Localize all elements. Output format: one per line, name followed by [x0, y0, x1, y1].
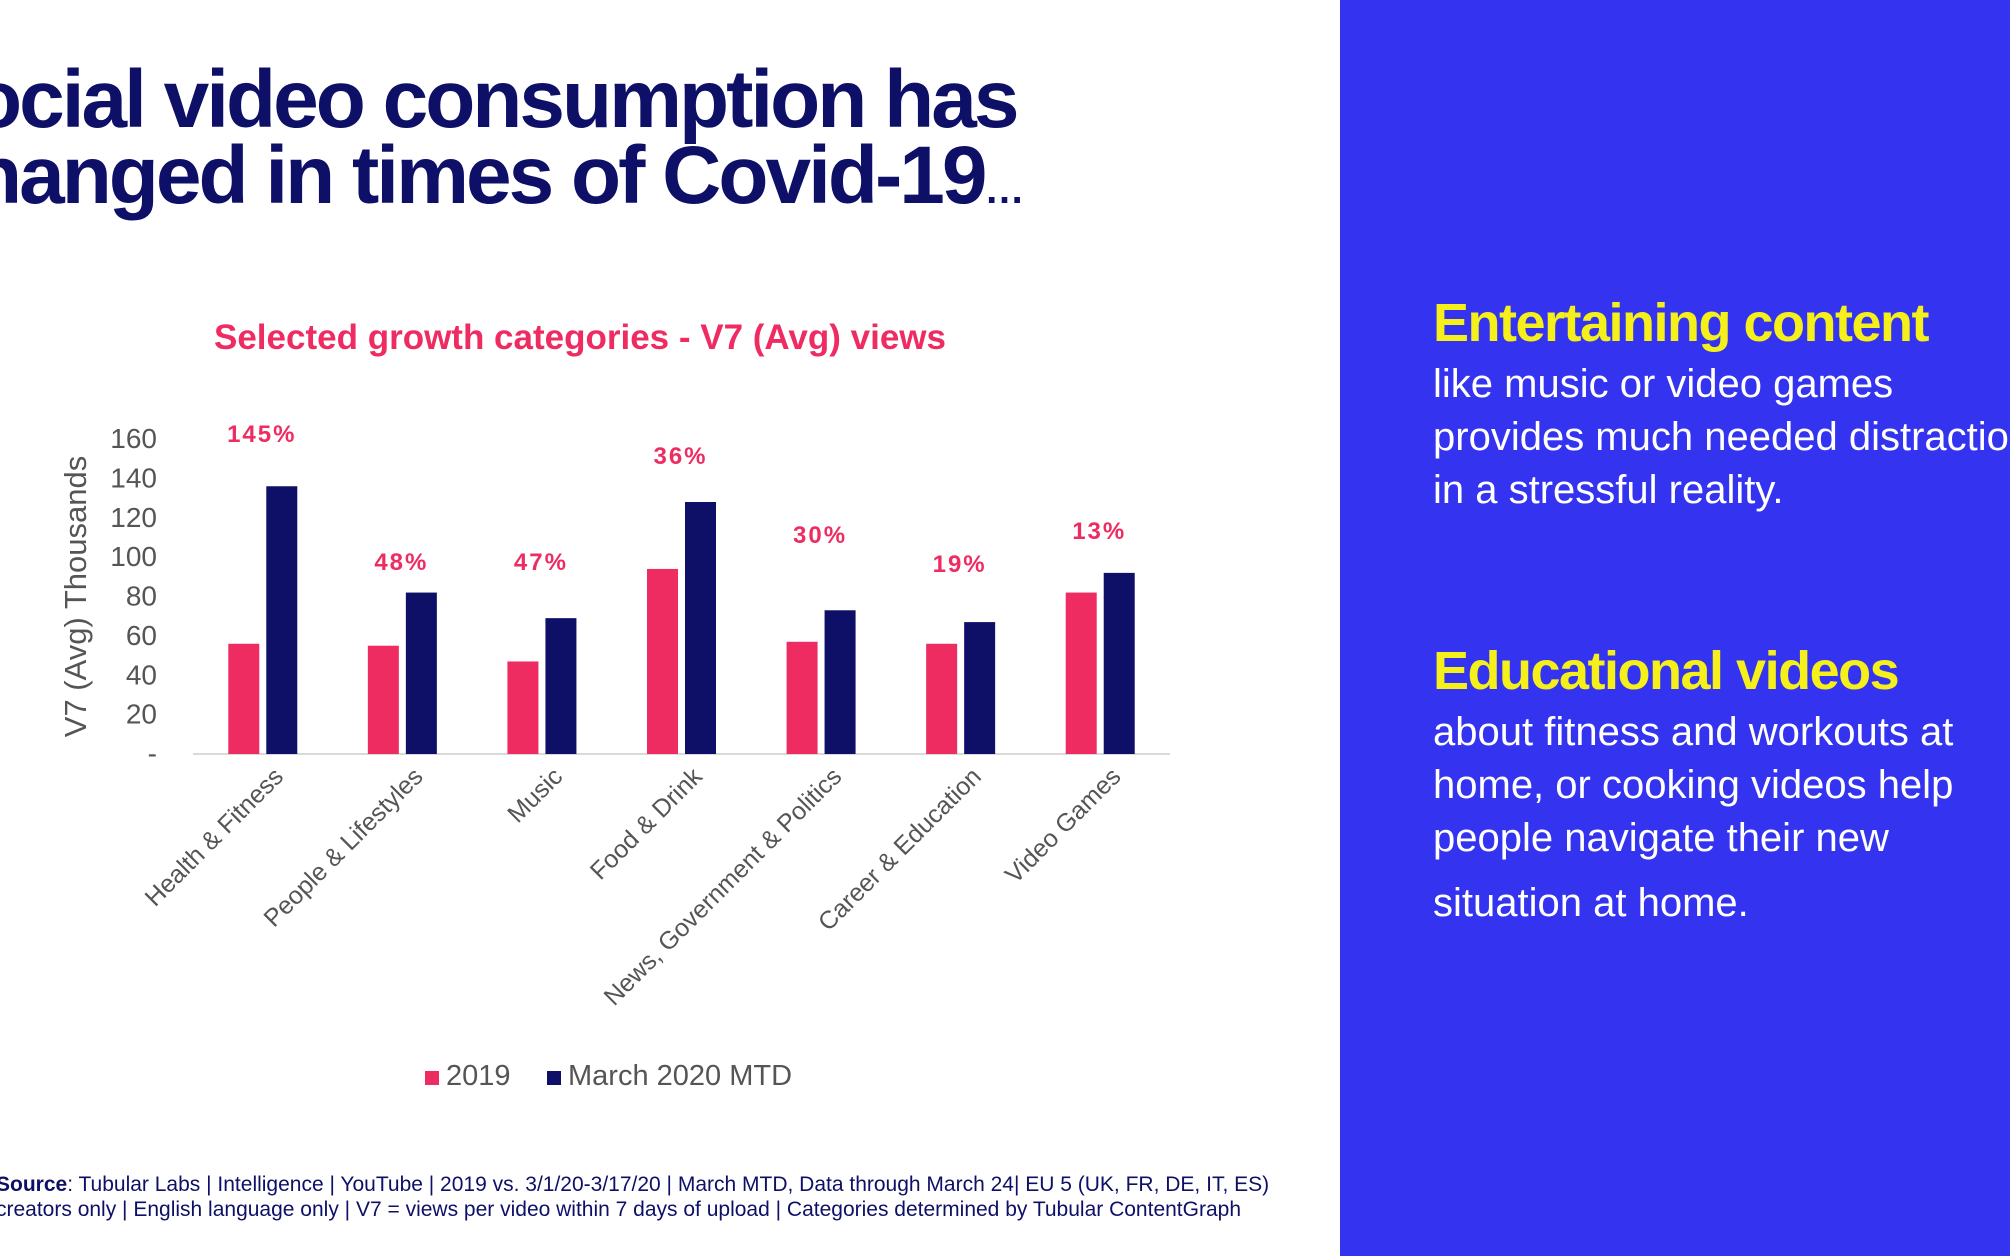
bar-march-2020: [545, 618, 577, 754]
insight-entertaining: Entertaining content like music or video…: [1433, 292, 2010, 517]
growth-label: 30%: [793, 522, 847, 549]
growth-label: 145%: [227, 421, 296, 448]
growth-label: 47%: [514, 549, 568, 576]
y-tick-label: 100: [110, 541, 157, 572]
category-label: Video Games: [1000, 762, 1127, 889]
category-label: Music: [502, 762, 568, 828]
insights-panel: Entertaining content like music or video…: [1340, 0, 2010, 1256]
bar-march-2020: [685, 502, 716, 754]
bar-march-2020: [824, 610, 856, 754]
source-line-2: creators only | English language only | …: [0, 1198, 1241, 1221]
bar-2019: [1065, 592, 1097, 754]
bar-2019: [507, 661, 539, 754]
bar-2019: [926, 643, 958, 754]
source-label: Source: [0, 1173, 68, 1196]
insight-educational-line-3: people navigate their new: [1433, 816, 1889, 860]
growth-label: 48%: [374, 549, 428, 576]
headline-line-2: hanged in times of Covid-19…: [0, 135, 1025, 228]
category-label: People & Lifestyles: [258, 762, 428, 932]
growth-label: 36%: [653, 443, 707, 470]
source-line-1: Source: Tubular Labs | Intelligence | Yo…: [0, 1172, 1269, 1197]
headline-ellipsis: …: [984, 168, 1025, 212]
category-label: Food & Drink: [585, 762, 708, 885]
insight-entertaining-text: like music or video games provides much …: [1433, 358, 2010, 517]
y-tick-label: -: [148, 738, 157, 769]
y-tick-label: 40: [126, 659, 157, 690]
bar-2019: [786, 641, 818, 754]
bar-2019: [228, 643, 260, 754]
insight-educational-line-2: home, or cooking videos help: [1433, 763, 1954, 807]
y-tick-label: 160: [110, 423, 157, 454]
source-note: Source: Tubular Labs | Intelligence | Yo…: [0, 1172, 1269, 1222]
bar-march-2020: [964, 622, 996, 754]
insight-entertaining-heading: Entertaining content: [1433, 293, 1930, 353]
insight-educational-heading: Educational videos: [1433, 641, 1900, 701]
category-label: News, Government & Politics: [599, 762, 848, 1011]
insight-educational: Educational videos about fitness and wor…: [1433, 640, 2010, 930]
insight-entertaining-line-3: in a stressful reality.: [1433, 468, 1784, 512]
growth-label: 13%: [1072, 518, 1126, 545]
insight-educational-line-4: situation at home.: [1433, 881, 1749, 925]
bar-march-2020: [405, 592, 437, 754]
growth-label: 19%: [933, 551, 987, 578]
legend-swatch: [425, 1071, 439, 1085]
y-tick-label: 80: [126, 581, 157, 612]
y-axis-label: V7 (Avg) Thousands: [58, 456, 93, 737]
y-tick-label: 140: [110, 462, 157, 493]
insight-educational-line-1: about fitness and workouts at: [1433, 710, 1954, 754]
y-tick-label: 20: [126, 699, 157, 730]
chart-title: Selected growth categories - V7 (Avg) vi…: [214, 318, 946, 357]
source-text-1: : Tubular Labs | Intelligence | YouTube …: [67, 1173, 1270, 1196]
category-label: Health & Fitness: [140, 762, 289, 911]
bar-2019: [367, 645, 399, 754]
headline: ocial video consumption has hanged in ti…: [0, 54, 1025, 228]
y-tick-label: 60: [126, 620, 157, 651]
headline-line-1: ocial video consumption has: [0, 54, 1019, 145]
insight-educational-text: about fitness and workouts at home, or c…: [1433, 706, 2010, 930]
bar-march-2020: [266, 486, 298, 754]
legend-label: 2019: [446, 1060, 511, 1092]
y-tick-label: 120: [110, 502, 157, 533]
legend-swatch: [547, 1071, 561, 1085]
bar-2019: [647, 568, 678, 754]
headline-line-2-text: hanged in times of Covid-19: [0, 130, 987, 221]
bar-chart: - 20 40 60 80 100 120 140 160 V7 (Avg) Thousands 1…: [58, 421, 1170, 1092]
insight-entertaining-line-2: provides much needed distraction: [1433, 415, 2010, 459]
insight-entertaining-line-1: like music or video games: [1433, 362, 1894, 406]
legend-label: March 2020 MTD: [568, 1060, 792, 1092]
bar-march-2020: [1103, 572, 1135, 754]
